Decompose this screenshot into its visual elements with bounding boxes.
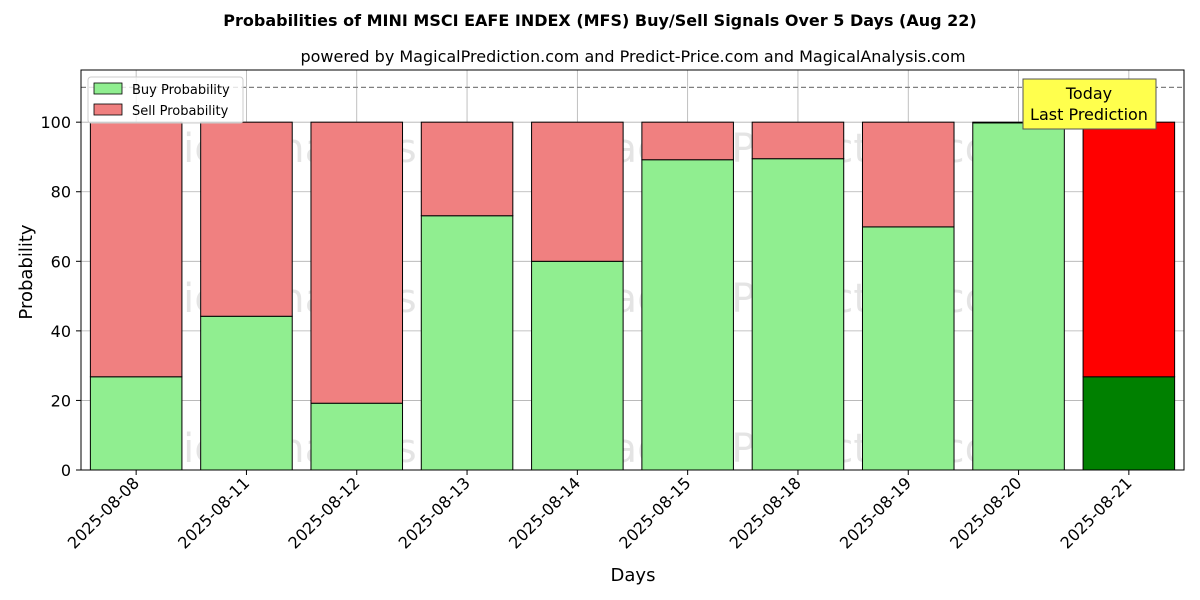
x-tick-label: 2025-08-14: [505, 473, 584, 552]
x-tick-label: 2025-08-20: [946, 473, 1025, 552]
y-tick-label: 20: [51, 391, 71, 410]
legend-frame: [87, 76, 244, 124]
x-tick-label: 2025-08-13: [395, 473, 474, 552]
sell-bar-2025-08-19: [861, 121, 955, 228]
legend-label-sell: Sell Probability: [132, 104, 229, 119]
buy-bar-2025-08-12: [310, 402, 404, 471]
annotation-line-2: Last Prediction: [1030, 105, 1148, 124]
buy-bar-2025-08-20: [972, 122, 1065, 471]
sell-bar-2025-08-21: [1082, 121, 1176, 378]
legend-label-buy: Buy Probability: [132, 83, 230, 98]
buy-bar-2025-08-18: [751, 158, 845, 471]
y-tick-label: 40: [51, 322, 71, 341]
legend: Buy Probability Sell Probability: [87, 76, 244, 124]
y-axis: 0 20 40 60 80 100: [40, 113, 81, 480]
sell-bar-2025-08-12: [310, 121, 404, 404]
annotation-background: [1022, 78, 1157, 130]
y-tick-label: 60: [51, 252, 71, 271]
chart-subtitle: powered by MagicalPrediction.com and Pre…: [300, 47, 965, 66]
annotation-box: Today Last Prediction: [1022, 78, 1157, 130]
sell-bar-2025-08-18: [751, 121, 845, 160]
y-tick-label: 80: [51, 183, 71, 202]
chart-title: Probabilities of MINI MSCI EAFE INDEX (M…: [223, 11, 976, 30]
sell-bar-2025-08-14: [531, 121, 624, 262]
sell-bar-2025-08-08: [89, 121, 183, 378]
x-tick-label: 2025-08-18: [726, 473, 805, 552]
y-axis-label: Probability: [16, 224, 37, 319]
x-tick-label: 2025-08-08: [64, 473, 143, 552]
sell-bar-2025-08-13: [420, 121, 514, 217]
sell-bar-2025-08-15: [641, 121, 734, 161]
bars: [89, 121, 1176, 471]
x-tick-label: 2025-08-19: [836, 473, 915, 552]
x-axis-label: Days: [611, 565, 656, 586]
buy-bar-2025-08-11: [200, 315, 293, 471]
plot-area: [80, 69, 1185, 471]
x-tick-label: 2025-08-11: [174, 473, 253, 552]
buy-bar-2025-08-19: [861, 226, 955, 471]
buy-bar-2025-08-15: [641, 159, 734, 471]
legend-swatch-sell: [93, 103, 123, 116]
buy-bar-2025-08-14: [531, 260, 624, 471]
sell-bar-2025-08-11: [200, 121, 293, 317]
x-tick-label: 2025-08-21: [1056, 473, 1135, 552]
x-tick-label: 2025-08-12: [284, 473, 363, 552]
x-tick-label: 2025-08-15: [615, 473, 694, 552]
buy-bar-2025-08-13: [420, 215, 514, 471]
buy-bar-2025-08-21: [1082, 376, 1176, 471]
y-tick-label: 100: [40, 113, 71, 132]
legend-swatch-buy: [93, 82, 123, 95]
y-tick-label: 0: [61, 461, 71, 480]
x-axis: 2025-08-08 2025-08-11 2025-08-12 2025-08-13…: [64, 470, 1136, 553]
buy-bar-2025-08-08: [89, 376, 183, 471]
annotation-line-1: Today: [1065, 84, 1112, 103]
